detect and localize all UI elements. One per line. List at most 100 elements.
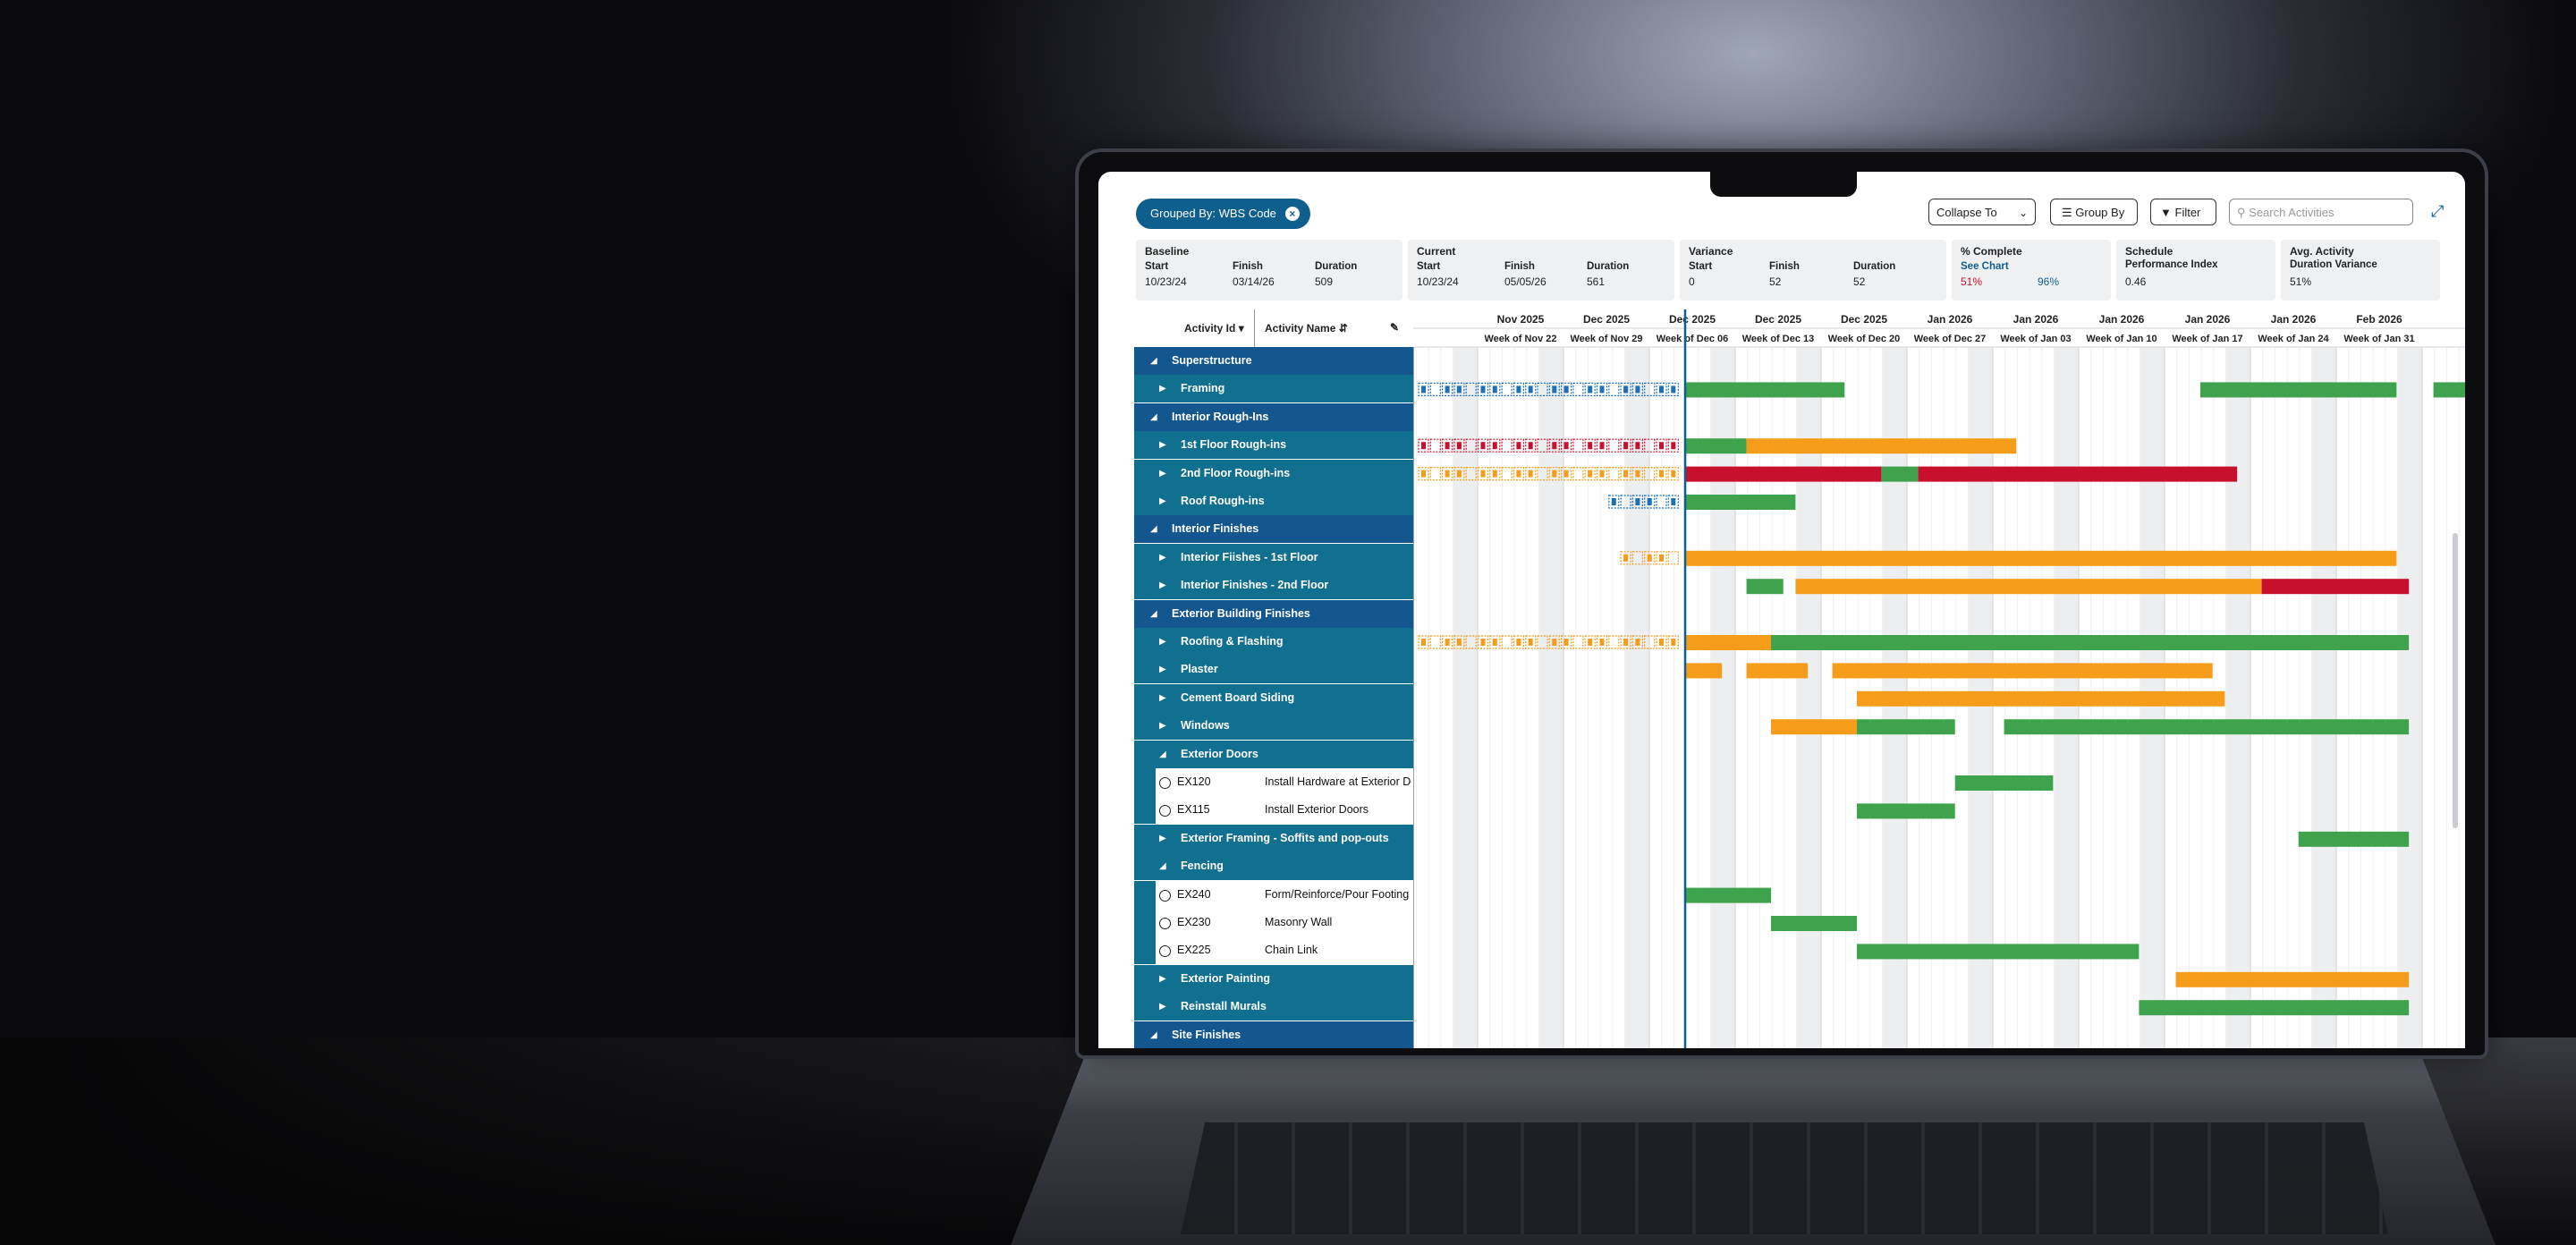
activity-row[interactable]: EX120 Install Hardware at Exterior Doors [1134,768,1413,796]
grid-header: Activity Id ▾ Activity Name ⇵ ✎ [1134,309,1413,348]
grouped-by-chip[interactable]: Grouped By: WBS Code × [1136,199,1310,229]
collapse-caret-icon[interactable]: ◢ [1150,411,1157,422]
radio-icon[interactable] [1159,918,1171,929]
radio-icon[interactable] [1159,889,1171,902]
avg-variance-summary: Avg. Activity Duration Variance 51% [2281,240,2440,301]
history-marker [1429,635,1441,649]
expand-caret-icon[interactable]: ▶ [1159,1002,1166,1012]
column-divider[interactable] [1254,309,1255,347]
filter-button[interactable]: ▼ Filter [2150,199,2216,225]
expand-caret-icon[interactable]: ▶ [1159,468,1166,479]
wbs-subgroup-row[interactable]: ▶ Interior Fiishes - 1st Floor [1134,543,1413,572]
month-label: Dec 2025 [1755,313,1801,326]
radio-icon[interactable] [1159,945,1171,958]
history-fill [1659,385,1664,394]
wbs-subgroup-row[interactable]: ▶ 2nd Floor Rough-ins [1134,459,1413,487]
gantt-bar [1857,690,2225,707]
expand-caret-icon[interactable]: ▶ [1159,637,1166,647]
wbs-subgroup-row[interactable]: ◢ Fencing [1134,852,1413,881]
gantt-bar [1954,775,2054,791]
gantt-bar [1771,916,1857,931]
activity-id-header[interactable]: Activity Id ▾ [1184,322,1244,335]
expand-caret-icon[interactable]: ▶ [1159,384,1166,394]
wbs-subgroup-row[interactable]: ▶ Framing [1134,375,1413,403]
wbs-subgroup-row[interactable]: ▶ Roofing & Flashing [1134,628,1413,656]
history-marker [1429,438,1441,453]
expand-caret-icon[interactable]: ▶ [1159,440,1166,451]
wbs-subgroup-row[interactable]: ▶ Reinstall Murals [1134,993,1413,1021]
history-fill [1659,442,1664,450]
wbs-group-row[interactable]: ◢ Site Finishes [1134,1021,1413,1048]
wbs-subgroup-row[interactable]: ◢ Exterior Doors [1134,740,1413,768]
wbs-label: Plaster [1181,663,1218,676]
history-fill [1492,639,1497,646]
expand-caret-icon[interactable]: ▶ [1159,552,1166,563]
collapse-view-icon[interactable]: ⤢ [2431,202,2445,220]
collapse-caret-icon[interactable]: ◢ [1150,1029,1157,1040]
expand-caret-icon[interactable]: ▶ [1159,496,1166,506]
radio-icon[interactable] [1159,805,1171,817]
activity-row[interactable]: EX115 Install Exterior Doors [1134,796,1413,825]
history-marker [1644,438,1656,453]
collapse-caret-icon[interactable]: ◢ [1150,356,1157,366]
history-fill [1516,470,1521,478]
history-fill [1516,639,1521,646]
wbs-group-row[interactable]: ◢ Interior Finishes [1134,515,1413,544]
history-fill [1659,639,1664,646]
wbs-group-row[interactable]: ◢ Interior Rough-Ins [1134,402,1413,431]
baseline-duration: 509 [1315,275,1334,288]
collapse-caret-icon[interactable]: ◢ [1150,608,1157,619]
history-fill [1445,639,1450,646]
activity-row[interactable]: EX230 Masonry Wall [1134,909,1413,936]
expand-caret-icon[interactable]: ▶ [1159,721,1166,732]
history-fill [1445,470,1450,478]
collapse-caret-icon[interactable]: ◢ [1150,524,1157,535]
activity-row[interactable]: EX225 Chain Link [1134,936,1413,965]
collapse-to-select[interactable]: Collapse To ⌄ [1928,199,2036,225]
expand-caret-icon[interactable]: ▶ [1159,580,1166,591]
wbs-subgroup-row[interactable]: ▶ Windows [1134,712,1413,741]
week-label: Week of Nov 29 [1570,334,1642,344]
history-fill [1480,470,1486,478]
history-marker [1418,467,1429,481]
gantt-bar [2433,382,2465,398]
variance-title: Variance [1689,245,1733,258]
wbs-subgroup-row[interactable]: ▶ Roof Rough-ins [1134,487,1413,515]
wbs-group-row[interactable]: ◢ Exterior Building Finishes [1134,599,1413,628]
activity-name-header[interactable]: Activity Name ⇵ [1265,322,1348,335]
wbs-subgroup-row[interactable]: ▶ Interior Finishes - 2nd Floor [1134,572,1413,600]
edit-icon[interactable]: ✎ [1390,321,1400,334]
gantt-bar [1685,550,2397,566]
see-chart-link[interactable]: See Chart [1961,261,2009,272]
expand-caret-icon[interactable]: ▶ [1159,973,1166,984]
wbs-group-row[interactable]: ◢ Superstructure [1134,347,1413,375]
wbs-subgroup-row[interactable]: ▶ 1st Floor Rough-ins [1134,431,1413,460]
activity-row[interactable]: EX240 Form/Reinforce/Pour Footing [1134,880,1413,909]
history-marker [1644,495,1656,509]
group-by-button[interactable]: ☰ Group By [2050,199,2138,225]
expand-caret-icon[interactable]: ▶ [1159,665,1166,675]
activity-name: Install Exterior Doors [1265,803,1369,817]
expand-caret-icon[interactable]: ▶ [1159,833,1166,843]
history-marker [1667,551,1679,565]
filter-icon: ▼ [2160,206,2172,219]
history-marker [1608,438,1620,453]
search-input[interactable]: ⚲ Search Activities [2229,199,2413,225]
history-marker [1465,635,1477,649]
history-fill [1456,639,1462,646]
radio-icon[interactable] [1159,777,1171,789]
gantt-bar [1857,803,1955,819]
collapse-caret-icon[interactable]: ◢ [1159,861,1166,872]
history-marker [1584,382,1596,397]
month-label: Jan 2026 [2271,313,2317,326]
wbs-subgroup-row[interactable]: ▶ Exterior Painting [1134,964,1413,993]
collapse-caret-icon[interactable]: ◢ [1159,749,1166,759]
wbs-subgroup-row[interactable]: ▶ Cement Board Siding [1134,683,1413,712]
history-marker [1656,438,1667,453]
close-icon[interactable]: × [1284,207,1300,221]
wbs-subgroup-row[interactable]: ▶ Exterior Framing - Soffits and pop-outs [1134,824,1413,852]
vertical-scrollbar[interactable] [2453,533,2458,828]
expand-caret-icon[interactable]: ▶ [1159,692,1166,703]
history-marker [1572,467,1584,481]
wbs-subgroup-row[interactable]: ▶ Plaster [1134,656,1413,684]
